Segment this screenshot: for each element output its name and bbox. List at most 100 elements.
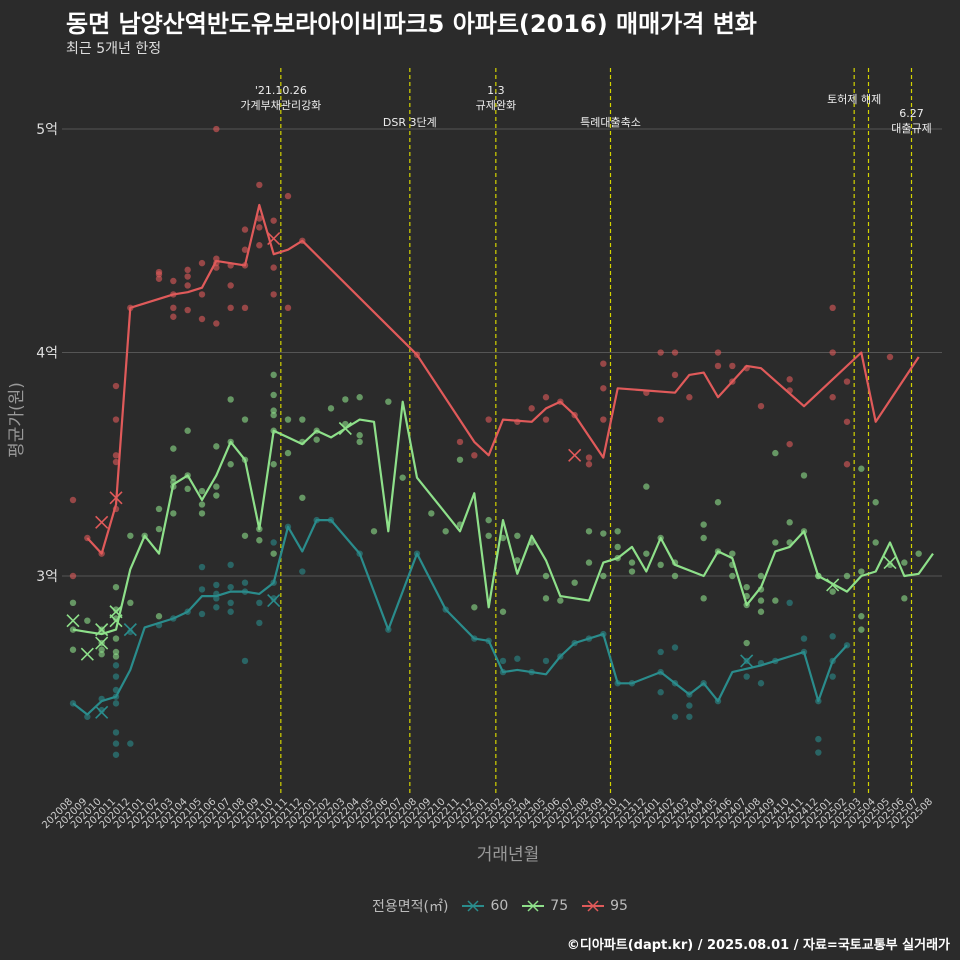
data-point	[800, 635, 808, 642]
data-point	[743, 639, 750, 647]
data-point	[714, 499, 722, 506]
y-tick-label: 3억	[36, 569, 58, 585]
data-point	[155, 613, 163, 620]
data-point	[69, 496, 77, 504]
data-point	[213, 320, 220, 327]
data-point	[772, 449, 779, 457]
y-tick-label: 4억	[36, 346, 58, 362]
data-point	[843, 461, 851, 468]
data-point	[270, 217, 277, 224]
data-point	[313, 436, 320, 443]
data-point	[198, 610, 206, 618]
data-point	[600, 530, 607, 537]
data-point	[256, 599, 263, 607]
data-point	[227, 396, 234, 403]
data-point	[471, 452, 478, 459]
data-point	[829, 394, 836, 401]
chart-legend: 전용면적(㎡) 60 75 95	[372, 896, 628, 916]
event-label: 특례대출축소	[580, 116, 641, 129]
data-point	[786, 376, 793, 383]
cross-marker	[95, 705, 109, 719]
event-label: 1.3 규제완화	[476, 84, 516, 112]
data-point	[542, 394, 550, 401]
data-point	[198, 563, 206, 571]
data-point	[270, 291, 277, 298]
data-point	[256, 215, 263, 222]
data-point	[213, 443, 220, 450]
data-point	[843, 418, 851, 425]
data-point	[757, 608, 765, 615]
data-point	[485, 516, 492, 524]
data-point	[184, 485, 191, 493]
data-point	[69, 646, 77, 653]
data-point	[198, 259, 206, 267]
cross-marker	[95, 515, 109, 529]
data-point	[198, 501, 206, 508]
data-point	[184, 427, 191, 434]
data-point	[112, 740, 120, 747]
data-point	[112, 729, 120, 736]
legend-item-75: 75	[520, 898, 568, 914]
data-point	[528, 405, 535, 412]
data-point	[700, 595, 707, 602]
data-point	[112, 673, 120, 680]
data-point	[112, 635, 120, 642]
data-point	[729, 362, 736, 370]
data-point	[69, 599, 77, 607]
data-point	[471, 604, 478, 611]
data-point	[184, 273, 191, 280]
data-point	[829, 633, 836, 640]
legend-item-95: 95	[580, 898, 628, 914]
data-point	[112, 452, 120, 459]
data-point	[542, 595, 550, 602]
data-point	[757, 597, 765, 604]
data-point	[198, 510, 206, 517]
data-point	[213, 125, 220, 133]
data-point	[155, 505, 163, 513]
data-point	[585, 559, 593, 566]
chart-subtitle: 최근 5개년 한정	[66, 41, 162, 57]
data-point	[213, 604, 220, 611]
data-point	[829, 304, 836, 312]
data-point	[772, 539, 779, 546]
data-point	[542, 416, 550, 423]
cross-marker	[109, 491, 123, 505]
data-point	[170, 304, 177, 312]
data-point	[170, 445, 177, 452]
data-point	[399, 474, 406, 481]
data-point	[155, 268, 163, 276]
data-point	[112, 458, 120, 466]
data-point	[800, 472, 808, 479]
data-point	[628, 559, 636, 566]
data-point	[342, 396, 349, 403]
cross-marker	[338, 421, 352, 436]
data-point	[356, 394, 363, 401]
data-point	[127, 599, 134, 607]
data-point	[643, 483, 650, 490]
cross-marker	[568, 448, 582, 462]
legend-label-95: 95	[610, 898, 628, 914]
data-point	[112, 583, 120, 591]
data-point	[671, 644, 679, 651]
data-point	[858, 626, 865, 633]
data-point	[657, 648, 664, 656]
data-point	[227, 282, 234, 289]
data-point	[600, 360, 607, 367]
data-point	[585, 528, 593, 535]
cross-marker	[123, 623, 137, 637]
data-point	[714, 362, 722, 370]
data-point	[112, 662, 120, 669]
data-point	[155, 525, 163, 533]
data-point	[872, 539, 879, 546]
data-point	[256, 181, 263, 189]
data-point	[241, 416, 249, 423]
data-point	[213, 483, 220, 490]
data-point	[514, 557, 521, 564]
data-point	[385, 398, 392, 405]
data-point	[170, 277, 177, 285]
data-point	[198, 586, 206, 593]
data-point	[284, 192, 292, 200]
data-point	[686, 394, 693, 401]
data-point	[772, 597, 779, 604]
data-point	[499, 608, 507, 615]
